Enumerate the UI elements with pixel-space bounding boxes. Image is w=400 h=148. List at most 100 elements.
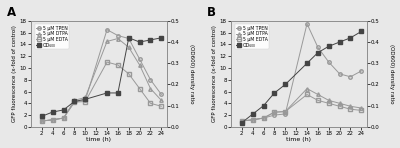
OD₆₀₀: [348, 37, 353, 39]
5 μM EDTA: [261, 117, 266, 119]
5 μM EDTA: [159, 105, 164, 107]
OD₆₀₀: [326, 45, 331, 47]
Legend: 5 μM TPEN, 5 μM DTPA, 5 μM EDTA, OD₆₀₀: 5 μM TPEN, 5 μM DTPA, 5 μM EDTA, OD₆₀₀: [34, 24, 69, 49]
5 μM EDTA: [305, 94, 310, 95]
5 μM DTPA: [105, 41, 110, 42]
5 μM EDTA: [126, 73, 131, 75]
Line: 5 μM TPEN: 5 μM TPEN: [40, 28, 163, 123]
5 μM TPEN: [283, 113, 288, 115]
5 μM TPEN: [105, 29, 110, 30]
OD₆₀₀: [261, 105, 266, 107]
Legend: 5 μM TPEN, 5 μM DTPA, 5 μM EDTA, OD₆₀₀: 5 μM TPEN, 5 μM DTPA, 5 μM EDTA, OD₆₀₀: [234, 24, 269, 49]
5 μM TPEN: [126, 38, 131, 39]
Y-axis label: GFP fluorescence (x-fold of control): GFP fluorescence (x-fold of control): [12, 25, 17, 122]
OD₆₀₀: [239, 122, 244, 124]
5 μM DTPA: [326, 99, 331, 101]
5 μM DTPA: [137, 64, 142, 66]
OD₆₀₀: [337, 41, 342, 43]
5 μM DTPA: [116, 38, 120, 39]
OD₆₀₀: [126, 37, 131, 39]
OD₆₀₀: [359, 30, 364, 32]
OD₆₀₀: [105, 92, 110, 94]
5 μM EDTA: [72, 101, 77, 103]
5 μM DTPA: [39, 120, 44, 122]
Line: OD₆₀₀: OD₆₀₀: [40, 36, 163, 118]
5 μM TPEN: [305, 23, 310, 25]
5 μM EDTA: [50, 119, 55, 121]
OD₆₀₀: [272, 92, 277, 94]
5 μM DTPA: [83, 96, 88, 98]
Y-axis label: (OD600) density ratio: (OD600) density ratio: [390, 44, 394, 104]
Line: OD₆₀₀: OD₆₀₀: [240, 30, 363, 124]
5 μM DTPA: [61, 117, 66, 119]
5 μM DTPA: [305, 88, 310, 90]
5 μM DTPA: [337, 102, 342, 104]
Line: 5 μM DTPA: 5 μM DTPA: [40, 37, 163, 123]
5 μM DTPA: [148, 88, 153, 90]
Line: 5 μM TPEN: 5 μM TPEN: [240, 22, 363, 123]
5 μM DTPA: [261, 117, 266, 119]
5 μM EDTA: [105, 61, 110, 63]
5 μM TPEN: [61, 117, 66, 119]
5 μM TPEN: [50, 119, 55, 121]
5 μM EDTA: [148, 102, 153, 104]
Y-axis label: GFP fluorescence (x-fold of control): GFP fluorescence (x-fold of control): [212, 25, 217, 122]
5 μM TPEN: [326, 61, 331, 63]
5 μM EDTA: [348, 108, 353, 110]
5 μM DTPA: [126, 46, 131, 48]
5 μM TPEN: [159, 94, 164, 95]
X-axis label: time (h): time (h): [286, 137, 311, 142]
5 μM DTPA: [348, 105, 353, 107]
5 μM EDTA: [283, 111, 288, 112]
5 μM DTPA: [359, 107, 364, 109]
5 μM EDTA: [137, 88, 142, 90]
Y-axis label: (OD600) density ratio: (OD600) density ratio: [190, 44, 194, 104]
OD₆₀₀: [72, 100, 77, 102]
OD₆₀₀: [50, 111, 55, 113]
OD₆₀₀: [61, 109, 66, 111]
5 μM TPEN: [83, 99, 88, 101]
5 μM EDTA: [250, 119, 255, 121]
5 μM DTPA: [159, 99, 164, 101]
5 μM DTPA: [250, 119, 255, 121]
Line: 5 μM DTPA: 5 μM DTPA: [240, 87, 363, 123]
5 μM EDTA: [316, 99, 320, 101]
OD₆₀₀: [283, 84, 288, 85]
OD₆₀₀: [316, 52, 320, 54]
5 μM TPEN: [337, 73, 342, 75]
5 μM TPEN: [72, 101, 77, 103]
5 μM TPEN: [116, 35, 120, 36]
OD₆₀₀: [116, 92, 120, 94]
5 μM EDTA: [239, 120, 244, 122]
5 μM EDTA: [337, 105, 342, 107]
5 μM DTPA: [316, 94, 320, 95]
5 μM TPEN: [239, 120, 244, 122]
5 μM TPEN: [137, 58, 142, 60]
5 μM EDTA: [272, 111, 277, 113]
5 μM TPEN: [261, 117, 266, 119]
5 μM TPEN: [39, 120, 44, 122]
5 μM EDTA: [359, 110, 364, 111]
5 μM TPEN: [348, 76, 353, 78]
5 μM DTPA: [50, 119, 55, 121]
Text: B: B: [206, 6, 216, 19]
5 μM DTPA: [72, 99, 77, 101]
OD₆₀₀: [83, 98, 88, 100]
5 μM DTPA: [239, 120, 244, 122]
5 μM EDTA: [83, 101, 88, 102]
OD₆₀₀: [305, 62, 310, 64]
5 μM DTPA: [283, 111, 288, 112]
5 μM TPEN: [316, 46, 320, 48]
5 μM TPEN: [272, 114, 277, 116]
5 μM TPEN: [359, 70, 364, 72]
5 μM TPEN: [250, 119, 255, 121]
OD₆₀₀: [148, 39, 153, 41]
OD₆₀₀: [159, 37, 164, 39]
Line: 5 μM EDTA: 5 μM EDTA: [40, 60, 163, 123]
5 μM TPEN: [148, 79, 153, 81]
OD₆₀₀: [137, 41, 142, 43]
5 μM DTPA: [272, 111, 277, 113]
OD₆₀₀: [39, 115, 44, 117]
5 μM EDTA: [116, 64, 120, 66]
5 μM EDTA: [326, 102, 331, 104]
